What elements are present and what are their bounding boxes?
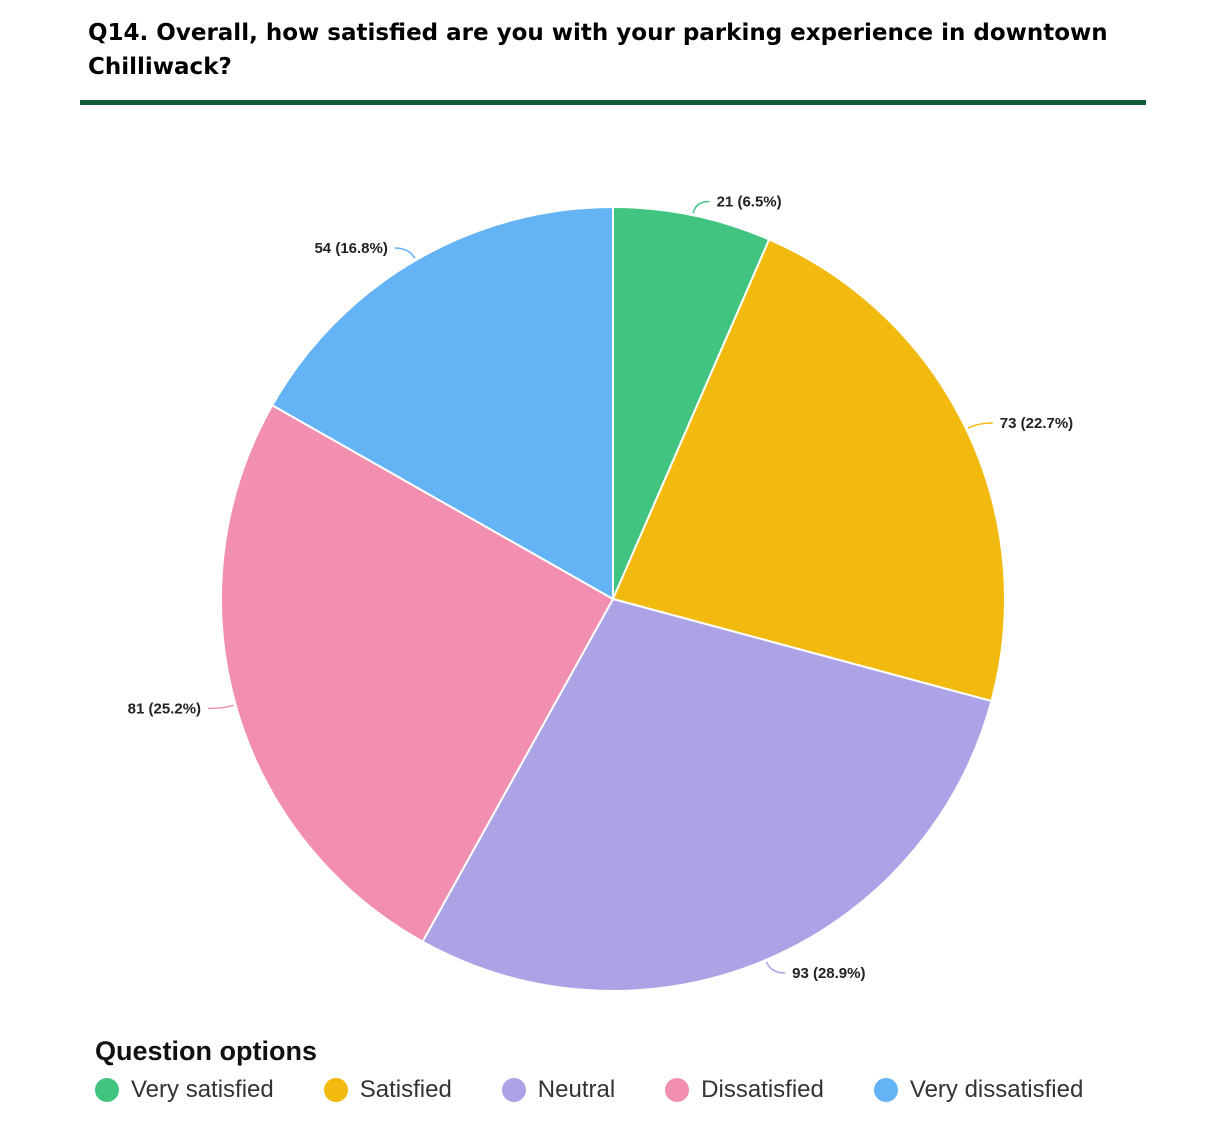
- pie-slice-very-dissatisfied[interactable]: [270, 205, 614, 601]
- data-label-dissatisfied: 81 (25.2%): [128, 701, 201, 718]
- legend-swatch-very-satisfied: [95, 1078, 119, 1102]
- chart-title: Q14. Overall, how satisfied are you with…: [88, 20, 1108, 80]
- leader-line-neutral: [765, 961, 786, 974]
- legend: Very satisfied Satisfied Neutral Dissati…: [95, 1076, 1083, 1104]
- data-label-very-satisfied: 21 (6.5%): [717, 193, 782, 210]
- legend-label: Very satisfied: [131, 1076, 274, 1103]
- leader-line-very-satisfied: [692, 200, 710, 214]
- legend-swatch-satisfied: [323, 1078, 348, 1102]
- leader-line-satisfied: [967, 422, 993, 429]
- legend-swatch-very-dissatisfied: [873, 1078, 898, 1102]
- pie-slice-neutral[interactable]: [421, 597, 993, 992]
- data-labels: 21 (6.5%) 73 (22.7%) 93 (28.9%) 81 (25.2%) 5…: [128, 193, 1073, 981]
- pie-slice-dissatisfied[interactable]: [220, 403, 615, 943]
- pie-slice-very-satisfied[interactable]: [612, 205, 771, 600]
- data-label-neutral: 93 (28.9%): [792, 965, 865, 982]
- legend-title: Question options: [95, 1036, 317, 1066]
- title-divider: [80, 100, 1146, 105]
- legend-item-very-satisfied[interactable]: Very satisfied: [95, 1076, 274, 1104]
- legend-item-satisfied[interactable]: Satisfied: [323, 1076, 452, 1104]
- pie-slices: [220, 205, 1006, 992]
- leader-line-dissatisfied: [208, 704, 234, 710]
- legend-item-very-dissatisfied[interactable]: Very dissatisfied: [873, 1076, 1084, 1104]
- legend-label: Very dissatisfied: [909, 1076, 1084, 1103]
- legend-swatch-dissatisfied: [665, 1078, 690, 1102]
- data-label-very-dissatisfied: 54 (16.8%): [314, 240, 387, 257]
- pie-slice-satisfied[interactable]: [611, 238, 1006, 703]
- pie-chart: 21 (6.5%) 73 (22.7%) 93 (28.9%) 81 (25.2%) 5…: [128, 193, 1073, 992]
- data-label-satisfied: 73 (22.7%): [1000, 415, 1073, 432]
- leader-line-very-dissatisfied: [394, 247, 416, 259]
- legend-item-dissatisfied[interactable]: Dissatisfied: [665, 1076, 824, 1104]
- legend-label: Satisfied: [359, 1076, 452, 1103]
- legend-label: Dissatisfied: [701, 1076, 824, 1103]
- legend-label: Neutral: [537, 1076, 616, 1103]
- legend-swatch-neutral: [501, 1078, 526, 1102]
- label-leaders: [208, 200, 993, 974]
- legend-item-neutral[interactable]: Neutral: [501, 1076, 616, 1104]
